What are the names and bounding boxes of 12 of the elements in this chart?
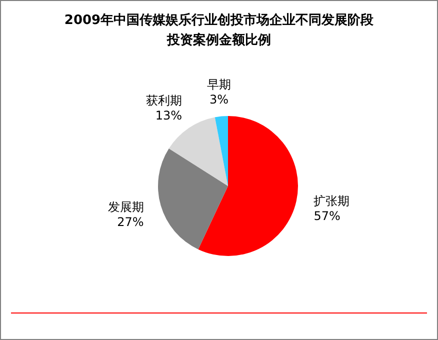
pie-slice <box>198 116 298 256</box>
data-label: 13% <box>155 108 182 123</box>
slice-label: 早期 <box>206 77 231 92</box>
chart-title: 2009年中国传媒娱乐行业创投市场企业不同发展阶段投资案例金额比例 <box>63 12 375 50</box>
slice-label: 发展期 <box>108 200 144 214</box>
pie-slice <box>158 148 228 250</box>
slice-label: 获利期 <box>146 94 182 108</box>
slice-label: 扩张期 <box>314 194 350 208</box>
data-label: 3% <box>209 92 228 106</box>
data-label: 27% <box>117 214 144 229</box>
pie-slice <box>214 116 228 186</box>
data-label: 57% <box>314 208 340 223</box>
